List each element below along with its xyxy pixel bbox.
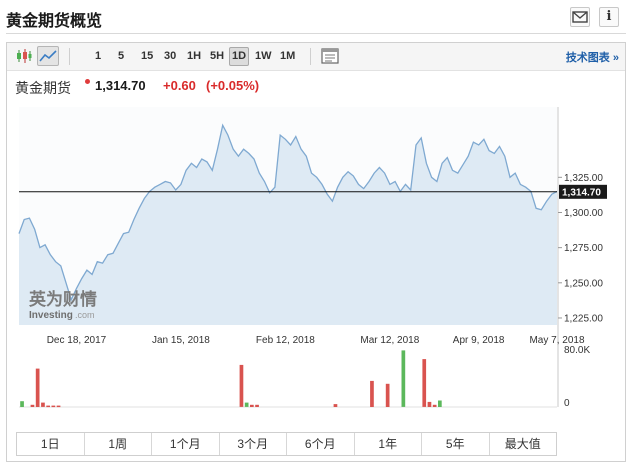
timeframe-15-button[interactable]: 15: [141, 50, 154, 62]
timeframe-1m-button[interactable]: 1M: [280, 50, 296, 62]
period-button-2[interactable]: 1个月: [152, 433, 220, 455]
volume-bar: [422, 359, 427, 407]
volume-bar: [46, 405, 50, 408]
x-tick-label: Feb 12, 2018: [256, 335, 315, 346]
x-tick-label: Jan 15, 2018: [152, 335, 210, 346]
volume-bar: [41, 402, 45, 407]
last-price: 1,314.70: [95, 78, 146, 93]
timeframe-5-button[interactable]: 5: [118, 50, 125, 62]
instrument-name: 黄金期货: [15, 80, 71, 96]
title-divider: [6, 33, 626, 34]
current-price-tag: [559, 184, 607, 199]
timeframe-1-button[interactable]: 1: [95, 50, 102, 62]
timeframe-1h-button[interactable]: 1H: [187, 50, 202, 62]
x-tick-label: Dec 18, 2017: [47, 335, 107, 346]
volume-bar: [370, 380, 374, 407]
timeframe-1w-button[interactable]: 1W: [255, 50, 272, 62]
timeframe-5h-button[interactable]: 5H: [210, 50, 225, 62]
mail-icon[interactable]: [570, 7, 590, 27]
y-tick-label: 1,325.00: [564, 173, 603, 184]
volume-bar: [385, 383, 390, 407]
watermark-en: Investing: [29, 310, 73, 321]
price-area: [19, 125, 557, 325]
period-button-6[interactable]: 5年: [422, 433, 490, 455]
y-tick-label: 1,225.00: [564, 313, 603, 324]
info-glyph: i: [606, 9, 612, 24]
volume-bar: [432, 404, 437, 407]
period-button-5[interactable]: 1年: [355, 433, 422, 455]
toolbar-divider: [310, 48, 311, 65]
chart-settings-icon[interactable]: [319, 46, 341, 66]
volume-bar: [438, 400, 442, 407]
period-button-3[interactable]: 3个月: [220, 433, 287, 455]
price-change-percent: (+0.05%): [206, 78, 260, 93]
volume-bar: [333, 404, 338, 407]
current-price-label: 1,314.70: [562, 187, 601, 198]
volume-bar: [244, 402, 249, 407]
candlestick-icon[interactable]: [13, 46, 35, 66]
tech-chart-link[interactable]: 技术图表 »: [565, 52, 619, 64]
period-button-4[interactable]: 6个月: [287, 433, 355, 455]
x-tick-label: May 7, 2018: [529, 335, 584, 346]
x-tick-label: Apr 9, 2018: [453, 335, 505, 346]
line-chart-icon[interactable]: [37, 46, 59, 66]
timeframe-1d-button[interactable]: 1D: [229, 47, 250, 66]
volume-bar: [427, 401, 432, 407]
volume-bar: [30, 404, 35, 407]
toolbar-divider: [69, 48, 70, 65]
title-bar: 黄金期货概览 i: [0, 0, 630, 36]
live-indicator-dot: [85, 79, 90, 84]
volume-bar: [20, 401, 24, 407]
page-title: 黄金期货概览: [6, 13, 103, 30]
price-line: [18, 123, 558, 302]
period-button-1[interactable]: 1周: [85, 433, 152, 455]
price-change: +0.60: [163, 78, 196, 93]
y-tick-label: 1,300.00: [564, 208, 603, 219]
y-tick-label: 1,250.00: [564, 278, 603, 289]
info-icon[interactable]: i: [599, 7, 619, 27]
timeframe-30-button[interactable]: 30: [164, 50, 177, 62]
period-selector: 1日 1周 1个月 3个月 6个月 1年 5年 最大值: [16, 432, 557, 456]
volume-bar: [401, 350, 406, 407]
x-tick-label: Mar 12, 2018: [360, 335, 419, 346]
chart-toolbar: 1 5 15 30 1H 5H 1D 1W 1M 技术图表 »: [7, 43, 625, 71]
volume-bar: [255, 404, 259, 407]
volume-zero-label: 0: [564, 398, 570, 409]
volume-max-label: 80.0K: [564, 345, 590, 356]
volume-bar: [239, 364, 244, 407]
y-tick-label: 1,275.00: [564, 243, 603, 254]
watermark-suffix: .com: [75, 310, 95, 320]
chart-widget: 1 5 15 30 1H 5H 1D 1W 1M 技术图表 » 黄金期货 1,314.70 +0…: [6, 42, 626, 462]
period-button-0[interactable]: 1日: [17, 433, 85, 455]
watermark-cn: 英为财情: [29, 289, 97, 310]
volume-bar: [56, 405, 61, 408]
volume-bar: [51, 405, 56, 408]
period-button-7[interactable]: 最大值: [504, 437, 541, 451]
volume-bar: [250, 404, 254, 407]
volume-bar: [35, 368, 40, 407]
